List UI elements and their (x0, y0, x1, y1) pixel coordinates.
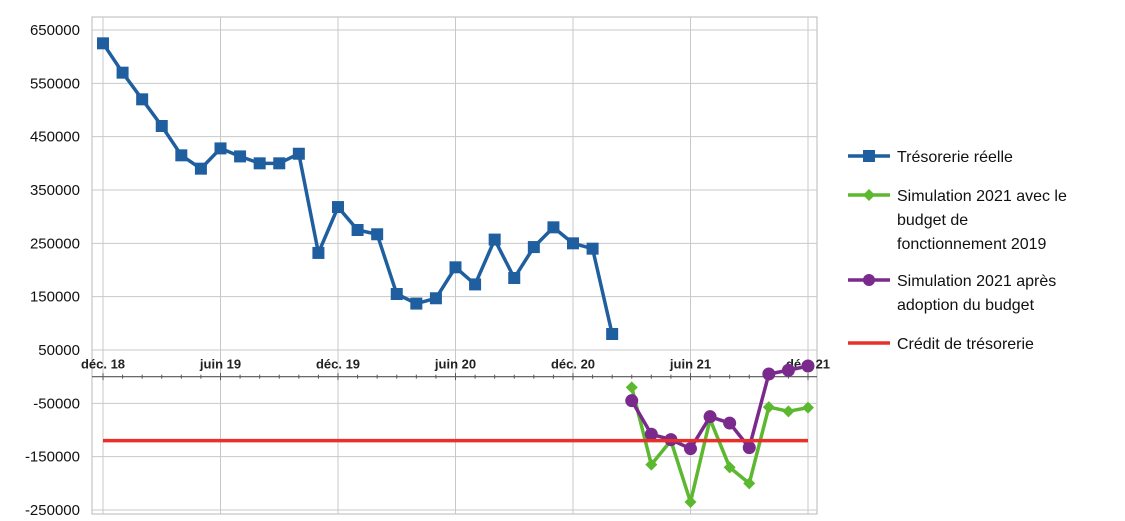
legend-label: Trésorerie réelle (897, 149, 1013, 166)
legend-label: Simulation 2021 avec le (897, 188, 1067, 205)
data-point-diamond (762, 401, 775, 414)
data-point-diamond (625, 381, 638, 394)
data-point-square (371, 228, 384, 241)
data-point-square (175, 149, 188, 162)
data-point-diamond (645, 458, 658, 471)
y-tick-label: 550000 (30, 75, 80, 92)
data-point-square (429, 292, 442, 305)
data-point-circle (742, 441, 756, 455)
data-point-square (567, 237, 579, 250)
data-point-square (273, 157, 286, 170)
data-point-square (351, 224, 364, 236)
x-tick-label: juin 21 (669, 357, 711, 372)
y-tick-label: 350000 (30, 182, 80, 199)
data-point-square (312, 246, 325, 259)
data-point-square (234, 150, 247, 163)
axes: 650000 550000 450000 350000 250000 150000 5000… (25, 22, 830, 519)
legend-label: Crédit de trésorerie (897, 336, 1034, 353)
data-point-square (508, 272, 521, 284)
x-tick-label: déc. 19 (316, 357, 360, 372)
data-point-square (527, 241, 540, 254)
series-layer (97, 37, 815, 508)
x-tick-label: juin 19 (199, 357, 241, 372)
data-point-diamond (802, 401, 814, 414)
legend-item: Simulation 2021 avec le budget de fonction… (848, 188, 1067, 253)
y-tick-label: 450000 (30, 129, 80, 146)
data-point-circle (703, 410, 717, 424)
data-point-square (97, 37, 109, 50)
legend-label: budget de (897, 212, 968, 229)
legend-item: Simulation 2021 après adoption du budget (848, 273, 1056, 314)
series-tr-sorerie-r-elle (97, 37, 619, 340)
data-point-square (194, 162, 207, 175)
series-line (630, 364, 809, 451)
data-point-diamond (684, 496, 697, 508)
series-line (630, 386, 809, 504)
data-point-square (547, 221, 560, 234)
data-point-square (606, 328, 619, 340)
y-tick-label: 50000 (38, 342, 80, 359)
data-point-circle (684, 442, 697, 456)
data-point-circle (863, 274, 875, 286)
data-point-square (155, 120, 168, 132)
legend-item: Trésorerie réelle (848, 149, 1013, 166)
y-tick-label: -50000 (33, 395, 80, 412)
data-point-circle (781, 363, 795, 377)
data-point-square (449, 261, 462, 274)
series-simulation-2021-apr-s-adoption-du-budget (625, 359, 815, 456)
data-point-square (214, 142, 227, 155)
data-point-circle (625, 394, 639, 408)
legend: Trésorerie réelle Simulation 2021 avec le… (848, 149, 1067, 353)
x-tick-label: juin 20 (434, 357, 476, 372)
legend-label: Simulation 2021 après (897, 273, 1056, 290)
data-point-diamond (743, 477, 756, 490)
y-tick-label: -150000 (25, 449, 80, 466)
legend-label: fonctionnement 2019 (897, 236, 1047, 253)
data-point-square (332, 201, 344, 214)
x-tick-label: déc. 18 (81, 357, 125, 372)
legend-item: Crédit de trésorerie (848, 336, 1034, 353)
data-point-circle (723, 416, 737, 430)
data-point-square (586, 242, 599, 255)
data-point-square (410, 297, 423, 310)
data-point-square (390, 288, 403, 300)
data-point-circle (644, 427, 658, 441)
y-tick-label: 250000 (30, 235, 80, 252)
data-point-diamond (782, 405, 795, 418)
data-point-square (469, 278, 482, 291)
data-point-square (136, 93, 149, 106)
y-tick-label: -250000 (25, 502, 80, 519)
y-tick-label: 650000 (30, 22, 80, 39)
data-point-square (863, 150, 875, 162)
grid-lines (92, 17, 817, 514)
data-point-square (253, 157, 266, 170)
data-point-diamond (863, 189, 875, 201)
data-point-square (292, 147, 305, 160)
y-tick-label: 150000 (30, 289, 80, 306)
data-point-diamond (723, 461, 736, 474)
x-tick-label: déc. 20 (551, 357, 595, 372)
data-point-circle (762, 367, 776, 381)
data-point-square (116, 66, 129, 79)
data-point-circle (801, 359, 815, 373)
legend-label: adoption du budget (897, 297, 1035, 314)
data-point-square (488, 233, 501, 246)
